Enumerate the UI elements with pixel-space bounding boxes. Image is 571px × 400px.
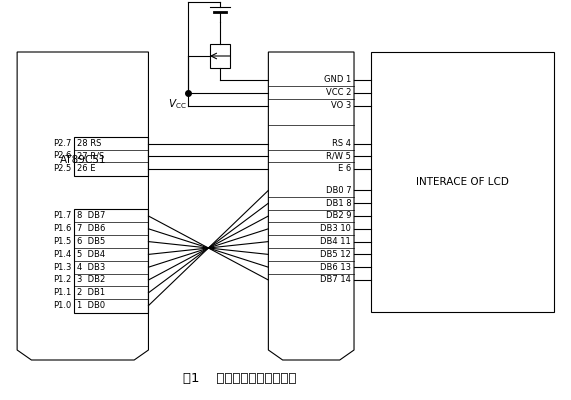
Text: DB3 10: DB3 10 (320, 224, 351, 233)
Text: VO 3: VO 3 (331, 101, 351, 110)
Text: 5  DB4: 5 DB4 (77, 250, 105, 259)
Text: P1.2: P1.2 (53, 276, 71, 284)
Text: 6  DB5: 6 DB5 (77, 237, 105, 246)
Bar (371, 52, 554, 312)
Text: 26 E: 26 E (77, 164, 95, 173)
Text: 1  DB0: 1 DB0 (77, 301, 105, 310)
Bar (74, 137, 148, 176)
Text: P1.7: P1.7 (53, 212, 71, 220)
Text: DB4 11: DB4 11 (320, 237, 351, 246)
Bar (74, 209, 148, 313)
Text: R/W 5: R/W 5 (326, 152, 351, 160)
Text: VCC 2: VCC 2 (326, 88, 351, 97)
Text: 7  DB6: 7 DB6 (77, 224, 106, 233)
Text: P1.0: P1.0 (53, 301, 71, 310)
Text: P1.1: P1.1 (53, 288, 71, 297)
Text: GND 1: GND 1 (324, 76, 351, 84)
Text: AT89C51: AT89C51 (59, 155, 106, 165)
Text: DB0 7: DB0 7 (325, 186, 351, 195)
Text: $V_{\rm CC}$: $V_{\rm CC}$ (168, 97, 186, 111)
Text: DB7 14: DB7 14 (320, 276, 351, 284)
Text: 27 R/S: 27 R/S (77, 152, 104, 160)
Text: INTERACE OF LCD: INTERACE OF LCD (416, 177, 509, 187)
Text: P2.5: P2.5 (53, 164, 71, 173)
Text: E 6: E 6 (338, 164, 351, 173)
Text: P1.5: P1.5 (53, 237, 71, 246)
Text: 2  DB1: 2 DB1 (77, 288, 105, 297)
Text: 28 RS: 28 RS (77, 140, 102, 148)
Text: DB5 12: DB5 12 (320, 250, 351, 259)
Text: DB2 9: DB2 9 (325, 212, 351, 220)
Text: P1.3: P1.3 (53, 263, 71, 272)
Text: RS 4: RS 4 (332, 140, 351, 148)
Text: 8  DB7: 8 DB7 (77, 212, 106, 220)
Bar (210, 44, 230, 68)
Text: 4  DB3: 4 DB3 (77, 263, 105, 272)
Text: 3  DB2: 3 DB2 (77, 276, 105, 284)
Text: P2.6: P2.6 (53, 152, 71, 160)
Text: P2.7: P2.7 (53, 140, 71, 148)
Text: DB1 8: DB1 8 (325, 199, 351, 208)
Text: P1.6: P1.6 (53, 224, 71, 233)
Text: P1.4: P1.4 (53, 250, 71, 259)
Text: DB6 13: DB6 13 (320, 263, 351, 272)
Text: 图1    液晶显示模块接口电路: 图1 液晶显示模块接口电路 (183, 372, 296, 384)
